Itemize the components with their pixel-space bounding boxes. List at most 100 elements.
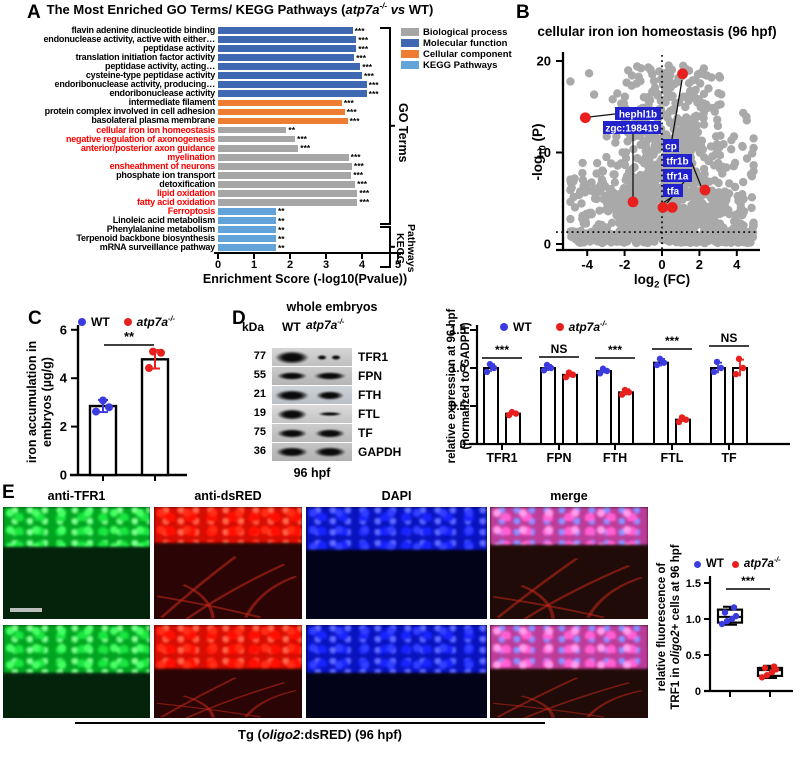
svg-text:0: 0 [658,257,665,272]
data-point [717,364,725,372]
enrichment-bar [218,135,296,143]
band-name: FTL [358,407,380,421]
protein-band [277,408,307,420]
protein-band [277,372,307,380]
gene-label-box [663,169,692,182]
title-prefix: The Most Enriched GO Terms/ KEGG Pathway… [46,2,346,17]
legend-label: Biological process [423,26,508,38]
term-label: Phenylalanine metabolism [106,224,215,235]
term-label: mRNA surveillance pathway [99,242,215,253]
go-term-row: flavin adenine dinucleotide binding *** [0,25,400,36]
bar-wt [596,370,612,446]
svg-text:4: 4 [60,371,68,386]
data-point [145,364,153,373]
svg-text:0: 0 [460,439,466,451]
significance-stars: *** [358,43,369,54]
e-caption: Tg (oligo2:dsRED) (96 hpf) [238,727,402,742]
enrichment-bar [218,81,367,89]
kda-header: kDa [242,320,265,334]
svg-text:20: 20 [537,54,551,69]
highlighted-gene-point [677,68,688,80]
go-term-row: endonuclease activity, active with eithe… [0,35,400,45]
a-x-axis-label: Enrichment Score (-log10(Pvalue)) [202,272,408,286]
go-term-row: peptidase activity, acting… *** [0,61,400,72]
go-term-row: phosphate ion transport *** [0,170,400,181]
fluorescence-band [306,625,487,673]
term-label: intermediate filament [128,97,216,108]
protein-band [276,447,308,457]
kegg-pathways-label: KEGG Pathways [394,223,417,273]
term-label: cellular iron ion homeostasis [96,124,215,135]
blot-title: whole embryos [286,300,378,314]
bar-mutant [618,391,634,446]
kda-value: 55 [253,369,266,381]
term-label: endoribonuclease activity [109,88,215,99]
sig-label: *** [495,343,509,357]
go-term-row: basolateral plasma membrane *** [0,116,400,126]
data-point [735,355,743,363]
protein-band [318,412,342,416]
data-point [710,368,718,375]
significance-stars: *** [349,116,360,126]
data-point [713,358,721,366]
enrichment-bar [218,153,349,161]
gene-label: tfr1a [667,172,689,183]
significance-stars: *** [359,188,370,199]
data-point [653,361,661,369]
enrichment-bar [218,144,299,152]
data-point [540,367,548,374]
significance-stars: ** [277,233,285,244]
significance-stars: *** [353,170,364,181]
d-legend: WT atp7a-/- [500,320,607,334]
data-point [732,612,740,620]
wt-dot-icon [78,318,86,326]
data-point [723,617,731,625]
data-point [656,355,664,363]
volcano-x-label: log2 (FC) [633,272,691,291]
gene-label-box [663,139,679,152]
gene-label: tfr1b [666,157,688,168]
group-label: TFR1 [486,451,517,465]
blot-time-label: 96 hpf [293,466,331,480]
protein-band [317,354,327,360]
go-term-row: endoribonuclease activity *** [0,88,400,99]
significance-stars: ** [277,206,285,217]
gene-label-box [663,154,692,167]
title-suffix: WT) [405,2,434,17]
data-point [675,418,683,426]
data-point [660,359,668,366]
sig-label: *** [608,343,622,357]
go-term-row: ensheathment of neurons *** [0,161,400,172]
gene-label-box [603,121,661,134]
significance-stars: *** [368,79,379,90]
data-point [105,403,113,412]
fluorescence-band [490,507,648,545]
go-term-row: peptidase activity *** [0,43,400,54]
protein-band [314,447,346,457]
svg-text:-2: -2 [619,257,631,272]
sig-label: NS [551,342,568,356]
go-term-row: Linoleic acid metabolism ** [0,216,400,226]
sig-label: *** [741,576,755,588]
fluorescence-band [154,625,302,669]
term-label: lipid oxidation [157,187,215,198]
micrograph-dapi-row1 [306,507,487,619]
data-point [92,407,100,416]
svg-text:1.0: 1.0 [686,614,701,626]
data-point [739,364,747,372]
x-tick [253,254,255,259]
fluorescence-band [3,625,150,673]
term-label: flavin adenine dinucleotide binding [71,25,215,36]
go-term-row: myelination *** [0,152,400,162]
micrograph-dsred-row1 [154,507,302,619]
sig-label: *** [665,334,679,348]
band-name: FPN [358,369,382,383]
band-fade [154,541,302,555]
group-label: TF [721,451,737,465]
significance-stars: *** [362,61,373,72]
significance-stars: *** [353,161,364,172]
bar-wt [653,361,669,445]
kda-value: 21 [253,388,266,400]
significance-stars: *** [300,143,311,154]
e-caption-line [75,722,545,724]
